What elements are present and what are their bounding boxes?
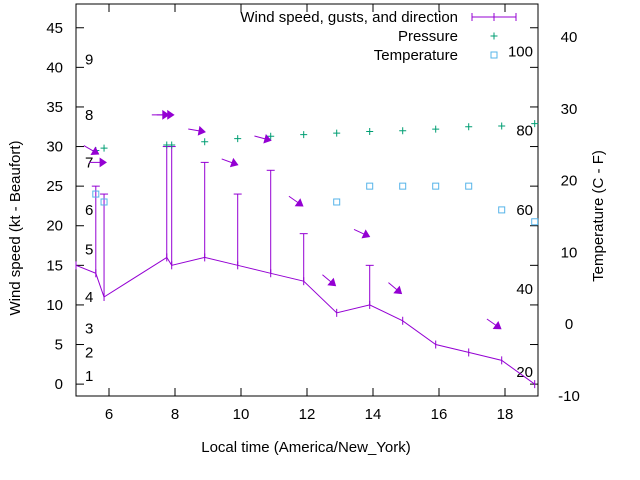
- wind-direction-arrow: [486, 318, 502, 330]
- pressure-point: [168, 141, 176, 149]
- arrow-head: [263, 133, 272, 144]
- wind-direction-arrow: [156, 109, 175, 120]
- temperature-point: [498, 206, 506, 214]
- pressure-point: [267, 132, 275, 140]
- fahrenheit-label: 20: [516, 364, 533, 381]
- beaufort-label: 6: [85, 202, 93, 219]
- left-tick-label: 15: [46, 257, 63, 274]
- legend-label: Temperature: [374, 47, 458, 64]
- legend: Wind speed, gusts, and direction Pressure…: [240, 9, 517, 64]
- pressure-point: [498, 122, 506, 130]
- pressure-point: [201, 138, 209, 146]
- temperature-point: [100, 198, 108, 206]
- left-tick-label: 35: [46, 99, 63, 116]
- x-tick-label: 14: [365, 406, 382, 423]
- left-tick-label: 45: [46, 20, 63, 37]
- beaufort-label: 8: [85, 107, 93, 124]
- arrow-head: [294, 198, 304, 207]
- beaufort-label: 4: [85, 289, 93, 306]
- right-tick-label: 10: [561, 244, 578, 261]
- beaufort-label: 9: [85, 51, 93, 68]
- right-tick-label: 0: [565, 316, 573, 333]
- beaufort-label: 2: [85, 344, 93, 361]
- right-tick-label: 30: [561, 101, 578, 118]
- series-layer: [75, 109, 539, 389]
- x-axis: 6 8 10 12 14 16 18: [105, 4, 514, 423]
- fahrenheit-label: 80: [516, 123, 533, 140]
- wind-direction-arrow: [388, 282, 403, 295]
- arrow-head: [197, 125, 206, 136]
- left-tick-label: 10: [46, 297, 63, 314]
- pressure-point: [100, 144, 108, 152]
- right-tick-label: 40: [561, 29, 578, 46]
- wind-direction-arrow: [322, 274, 337, 287]
- left-tick-label: 30: [46, 139, 63, 156]
- temperature-point: [366, 182, 374, 190]
- pressure-point: [366, 127, 374, 135]
- x-tick-label: 10: [233, 406, 250, 423]
- left-tick-label: 40: [46, 59, 63, 76]
- arrow-head: [361, 229, 371, 239]
- right-tick-label: -10: [558, 388, 580, 405]
- fahrenheit-label: 100: [508, 44, 533, 61]
- arrow-head: [167, 109, 175, 120]
- fahrenheit-label: 40: [516, 281, 533, 298]
- left-tick-label: 20: [46, 218, 63, 235]
- temperature-point: [399, 182, 407, 190]
- temperature-point: [432, 182, 440, 190]
- wind-direction-arrow: [221, 157, 239, 168]
- left-tick-label: 5: [55, 337, 63, 354]
- right-axis: -10 0 10 20 30 40: [558, 29, 580, 405]
- wind-speed-line: [75, 256, 535, 385]
- wind-direction-arrow: [89, 157, 108, 168]
- temperature-point: [465, 182, 473, 190]
- temperature-point: [92, 190, 100, 198]
- arrow-head: [229, 157, 239, 168]
- x-tick-label: 18: [497, 406, 514, 423]
- plot-frame: [75, 3, 539, 397]
- pressure-point: [432, 125, 440, 133]
- x-tick-label: 16: [431, 406, 448, 423]
- wind-direction-arrow: [254, 133, 272, 144]
- left-tick-label: 25: [46, 178, 63, 195]
- x-axis-label: Local time (America/New_York): [201, 439, 411, 456]
- x-tick-label: 12: [299, 406, 316, 423]
- fahrenheit-labels: 20 40 60 80 100: [508, 44, 533, 382]
- arrow-head: [393, 285, 403, 295]
- pressure-point: [465, 123, 473, 131]
- arrow-head: [90, 146, 100, 156]
- pressure-point: [300, 131, 308, 139]
- right-tick-label: 20: [561, 173, 578, 190]
- pressure-point: [399, 127, 407, 135]
- fahrenheit-label: 60: [516, 202, 533, 219]
- beaufort-label: 1: [85, 368, 93, 385]
- legend-swatch: [490, 32, 498, 40]
- pressure-point: [234, 135, 242, 143]
- temperature-point: [531, 218, 539, 226]
- wind-direction-arrow: [288, 195, 304, 207]
- wind-direction-arrow: [188, 125, 206, 136]
- beaufort-label: 3: [85, 321, 93, 338]
- wind-direction-arrow: [83, 145, 100, 156]
- beaufort-label: 5: [85, 241, 93, 258]
- arrow-head: [492, 320, 502, 330]
- arrow-head: [327, 277, 337, 287]
- legend-swatch: [490, 51, 498, 59]
- left-axis-label: Wind speed (kt - Beaufort): [7, 140, 24, 315]
- legend-label: Pressure: [398, 28, 458, 45]
- x-tick-label: 6: [105, 406, 113, 423]
- legend-label: Wind speed, gusts, and direction: [240, 9, 458, 26]
- arrow-head: [99, 157, 108, 168]
- pressure-point: [531, 120, 539, 128]
- pressure-point: [333, 129, 341, 137]
- temperature-point: [333, 198, 341, 206]
- right-axis-label: Temperature (C - F): [590, 150, 607, 282]
- plot-border: [75, 3, 539, 397]
- wind-direction-arrow: [353, 228, 371, 239]
- x-tick-label: 8: [171, 406, 179, 423]
- left-tick-label: 0: [55, 376, 63, 393]
